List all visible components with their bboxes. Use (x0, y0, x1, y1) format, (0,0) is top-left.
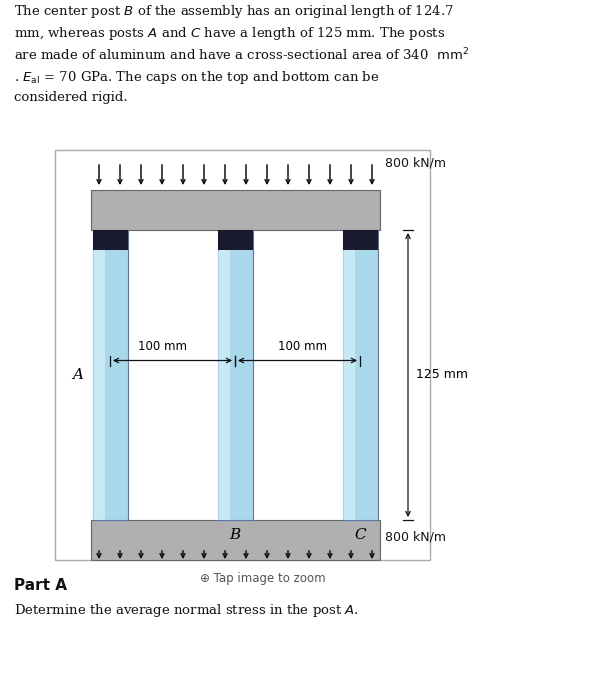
Bar (218, 230, 253, 251)
Bar (343, 230, 355, 520)
Bar (93, 230, 128, 251)
Text: The center post $B$ of the assembly has an original length of 124.7: The center post $B$ of the assembly has … (14, 3, 454, 20)
Text: 800 kN/m: 800 kN/m (385, 530, 446, 543)
Bar (93, 230, 128, 520)
Text: Determine the average normal stress in the post $A$.: Determine the average normal stress in t… (14, 602, 359, 619)
Text: considered rigid.: considered rigid. (14, 91, 128, 104)
Text: ⊕ Tap image to zoom: ⊕ Tap image to zoom (200, 572, 325, 585)
Text: 100 mm: 100 mm (138, 340, 187, 354)
Bar (218, 230, 230, 520)
Text: are made of aluminum and have a cross-sectional area of 340  $\mathrm{mm}^2$: are made of aluminum and have a cross-se… (14, 47, 469, 64)
Bar (93, 230, 105, 520)
Text: B: B (229, 528, 241, 542)
Text: 125 mm: 125 mm (416, 368, 468, 382)
Bar (343, 230, 378, 520)
Bar (91, 520, 380, 560)
Text: C: C (354, 528, 366, 542)
Bar (218, 230, 253, 520)
Bar (91, 190, 380, 230)
Text: mm, whereas posts $A$ and $C$ have a length of 125 mm. The posts: mm, whereas posts $A$ and $C$ have a len… (14, 25, 445, 42)
Text: Part A: Part A (14, 578, 67, 593)
Text: 100 mm: 100 mm (278, 340, 327, 354)
Text: 800 kN/m: 800 kN/m (385, 157, 446, 170)
Bar (343, 230, 378, 251)
Text: A: A (72, 368, 83, 382)
Text: . $E_\mathrm{al}$ = 70 GPa. The caps on the top and bottom can be: . $E_\mathrm{al}$ = 70 GPa. The caps on … (14, 69, 379, 86)
FancyBboxPatch shape (55, 150, 430, 560)
